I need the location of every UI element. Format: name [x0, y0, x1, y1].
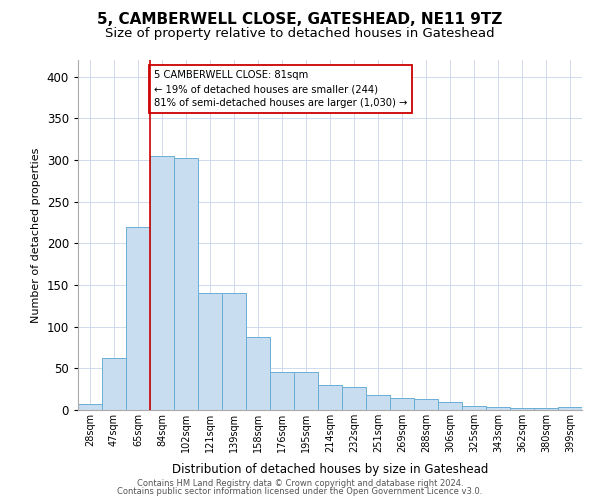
Y-axis label: Number of detached properties: Number of detached properties: [31, 148, 41, 322]
Text: 5, CAMBERWELL CLOSE, GATESHEAD, NE11 9TZ: 5, CAMBERWELL CLOSE, GATESHEAD, NE11 9TZ: [97, 12, 503, 28]
Bar: [534, 408, 558, 410]
Bar: [78, 404, 102, 410]
Bar: [486, 406, 510, 410]
Bar: [294, 372, 318, 410]
Bar: [462, 406, 486, 410]
Bar: [390, 398, 414, 410]
Bar: [366, 395, 390, 410]
Bar: [126, 226, 150, 410]
Bar: [198, 294, 222, 410]
Bar: [438, 402, 462, 410]
X-axis label: Distribution of detached houses by size in Gateshead: Distribution of detached houses by size …: [172, 464, 488, 476]
Bar: [342, 386, 366, 410]
Text: 5 CAMBERWELL CLOSE: 81sqm
← 19% of detached houses are smaller (244)
81% of semi: 5 CAMBERWELL CLOSE: 81sqm ← 19% of detac…: [154, 70, 407, 108]
Text: Size of property relative to detached houses in Gateshead: Size of property relative to detached ho…: [105, 28, 495, 40]
Bar: [318, 385, 342, 410]
Bar: [174, 158, 198, 410]
Bar: [150, 156, 174, 410]
Bar: [270, 372, 294, 410]
Bar: [414, 399, 438, 410]
Bar: [246, 336, 270, 410]
Bar: [510, 408, 534, 410]
Bar: [222, 294, 246, 410]
Bar: [102, 358, 126, 410]
Bar: [558, 406, 582, 410]
Text: Contains HM Land Registry data © Crown copyright and database right 2024.: Contains HM Land Registry data © Crown c…: [137, 478, 463, 488]
Text: Contains public sector information licensed under the Open Government Licence v3: Contains public sector information licen…: [118, 487, 482, 496]
